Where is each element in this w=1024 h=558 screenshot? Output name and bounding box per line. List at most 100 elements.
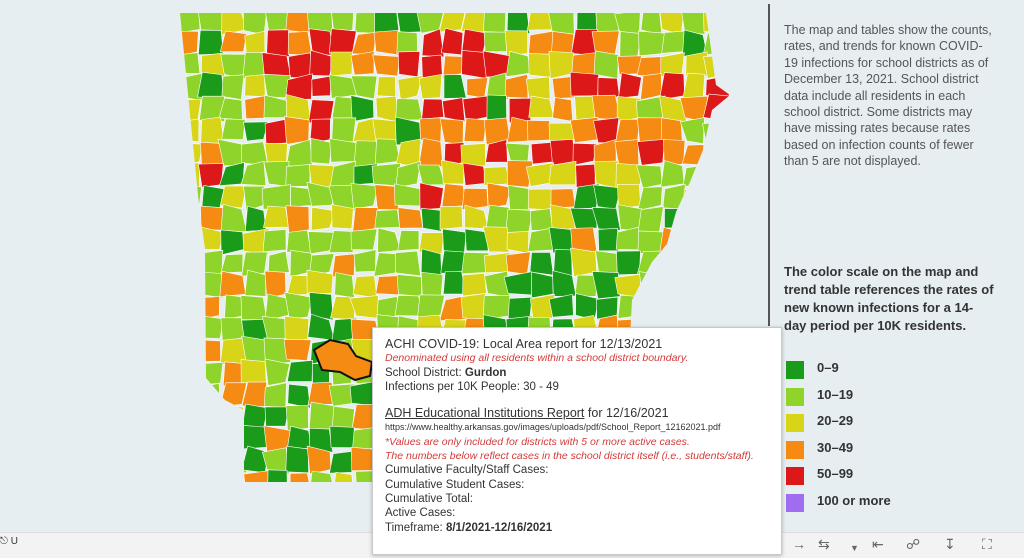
district-region[interactable] <box>176 227 200 255</box>
district-region[interactable] <box>527 188 553 211</box>
district-region[interactable] <box>725 93 750 123</box>
district-region[interactable] <box>682 72 706 101</box>
district-region[interactable] <box>421 28 445 58</box>
district-region[interactable] <box>659 293 687 317</box>
district-region[interactable] <box>331 10 355 31</box>
district-region[interactable] <box>552 270 577 297</box>
district-region[interactable] <box>640 292 664 322</box>
district-region[interactable] <box>198 29 224 56</box>
district-region[interactable] <box>267 469 288 496</box>
district-region[interactable] <box>418 232 445 255</box>
district-region[interactable] <box>175 294 203 319</box>
district-region[interactable] <box>440 250 466 275</box>
district-region[interactable] <box>661 30 686 54</box>
district-region[interactable] <box>548 160 577 186</box>
district-region[interactable] <box>664 208 685 229</box>
district-region[interactable] <box>244 95 267 119</box>
district-region[interactable] <box>244 205 267 232</box>
first-icon[interactable]: ⇤ <box>872 536 884 552</box>
district-region[interactable] <box>462 95 488 122</box>
district-region[interactable] <box>552 97 574 122</box>
district-region[interactable] <box>198 339 221 363</box>
district-region[interactable] <box>309 428 334 453</box>
district-region[interactable] <box>504 30 528 57</box>
district-region[interactable] <box>244 30 266 56</box>
district-region[interactable] <box>284 116 310 145</box>
district-region[interactable] <box>285 405 309 431</box>
undo-button[interactable]: ⎋ U <box>0 536 18 547</box>
district-region[interactable] <box>572 142 598 166</box>
district-region[interactable] <box>264 293 291 322</box>
district-region[interactable] <box>264 406 290 427</box>
district-region[interactable] <box>350 75 378 100</box>
district-region[interactable] <box>373 29 399 56</box>
district-region[interactable] <box>196 429 224 453</box>
district-region[interactable] <box>462 162 488 186</box>
district-region[interactable] <box>569 71 599 97</box>
district-region[interactable] <box>331 204 354 230</box>
district-region[interactable] <box>442 97 466 123</box>
district-region[interactable] <box>702 207 728 233</box>
district-region[interactable] <box>175 162 200 188</box>
district-region[interactable] <box>198 163 224 188</box>
district-region[interactable] <box>659 8 685 36</box>
district-region[interactable] <box>640 9 663 36</box>
district-region[interactable] <box>615 163 643 188</box>
district-region[interactable] <box>350 228 378 251</box>
district-region[interactable] <box>439 205 463 230</box>
district-region[interactable] <box>682 228 708 253</box>
district-region[interactable] <box>377 227 402 253</box>
district-region[interactable] <box>176 362 203 387</box>
district-region[interactable] <box>285 205 310 234</box>
district-region[interactable] <box>616 250 641 276</box>
district-region[interactable] <box>240 295 268 320</box>
district-region[interactable] <box>310 137 333 165</box>
district-region[interactable] <box>703 164 729 188</box>
adh-report-link[interactable]: ADH Educational Institutions Report <box>385 406 585 421</box>
district-region[interactable] <box>548 294 574 318</box>
district-region[interactable] <box>286 275 310 296</box>
district-region[interactable] <box>311 75 332 97</box>
district-region[interactable] <box>421 54 443 78</box>
district-region[interactable] <box>263 94 289 119</box>
district-region[interactable] <box>242 403 269 428</box>
district-region[interactable] <box>177 118 200 143</box>
district-region[interactable] <box>264 119 288 145</box>
district-region[interactable] <box>703 272 730 295</box>
district-region[interactable] <box>703 54 729 79</box>
district-region[interactable] <box>460 293 486 321</box>
district-region[interactable] <box>593 160 619 189</box>
district-region[interactable] <box>503 271 532 296</box>
district-region[interactable] <box>352 207 379 233</box>
district-region[interactable] <box>593 117 620 144</box>
district-region[interactable] <box>200 205 225 231</box>
district-region[interactable] <box>461 28 488 54</box>
district-region[interactable] <box>196 473 225 494</box>
district-region[interactable] <box>288 52 313 78</box>
district-region[interactable] <box>637 206 664 233</box>
district-region[interactable] <box>482 50 511 78</box>
district-region[interactable] <box>243 185 265 212</box>
district-region[interactable] <box>597 227 620 252</box>
district-region[interactable] <box>703 9 729 33</box>
district-region[interactable] <box>591 207 621 231</box>
district-region[interactable] <box>728 272 749 298</box>
district-region[interactable] <box>702 121 729 146</box>
district-region[interactable] <box>569 207 598 231</box>
district-region[interactable] <box>575 293 600 321</box>
district-region[interactable] <box>287 383 311 409</box>
district-region[interactable] <box>224 448 248 474</box>
district-region[interactable] <box>708 229 729 255</box>
district-region[interactable] <box>440 27 464 56</box>
district-region[interactable] <box>727 207 750 233</box>
district-region[interactable] <box>179 425 201 452</box>
district-region[interactable] <box>727 116 752 141</box>
district-region[interactable] <box>507 184 531 211</box>
district-region[interactable] <box>311 206 336 231</box>
district-region[interactable] <box>306 269 334 294</box>
district-region[interactable] <box>308 292 334 321</box>
district-region[interactable] <box>636 138 665 166</box>
district-region[interactable] <box>285 73 313 101</box>
district-region[interactable] <box>640 73 662 101</box>
district-region[interactable] <box>180 341 202 364</box>
